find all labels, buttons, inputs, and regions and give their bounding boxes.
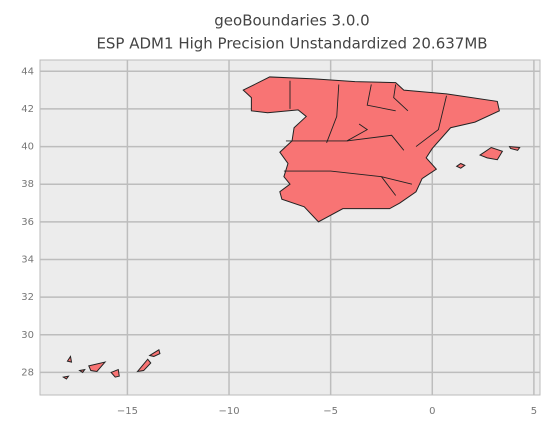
region-border [415,95,447,147]
x-tick-label: −5 [323,406,338,417]
region-shape [148,349,161,357]
y-tick-label: 32 [21,292,34,303]
x-tick-label: 0 [429,406,435,417]
region-shape [88,361,107,373]
region-shape [136,358,152,373]
region-border [326,84,340,143]
region-border [283,170,413,185]
y-tick-label: 36 [21,217,34,228]
y-tick-label: 38 [21,179,34,190]
region-shape [508,145,521,151]
region-border [285,134,405,151]
chart-subtitle: ESP ADM1 High Precision Unstandardized 2… [96,35,487,53]
region-shape [242,76,500,223]
region-border [346,123,369,142]
region-border [381,176,397,196]
x-tick-label: 5 [531,406,537,417]
y-tick-label: 42 [21,104,34,115]
y-tick-label: 40 [21,142,34,153]
y-tick-label: 34 [21,254,34,265]
x-tick-label: −10 [218,406,239,417]
y-tick-label: 44 [21,66,34,77]
region-shape [62,375,70,380]
y-tick-label: 30 [21,330,34,341]
region-border [366,84,396,112]
y-tick-label: 28 [21,367,34,378]
region-shape [455,162,466,169]
x-tick-label: −15 [117,406,138,417]
region-shape [110,368,120,378]
region-shape [66,355,73,363]
region-shape [78,368,86,374]
region-shape [478,146,504,161]
region-border [393,84,409,112]
chart-title: geoBoundaries 3.0.0 [214,12,369,30]
